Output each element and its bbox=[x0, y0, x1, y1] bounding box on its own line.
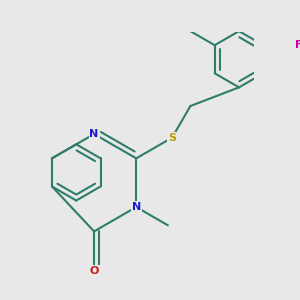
Text: F: F bbox=[295, 40, 300, 50]
Text: N: N bbox=[89, 129, 99, 139]
Text: S: S bbox=[168, 133, 176, 143]
Text: N: N bbox=[132, 202, 141, 212]
Text: O: O bbox=[89, 266, 99, 276]
